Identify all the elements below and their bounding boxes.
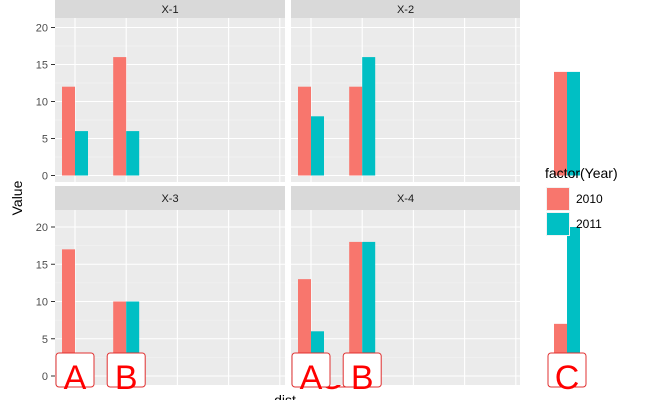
- panel-2: X-2: [291, 0, 580, 182]
- legend-label: 2010: [576, 192, 603, 206]
- bar-2011-C: [567, 227, 580, 376]
- bar-2011-C: [567, 71, 580, 176]
- category-label: A: [64, 359, 87, 397]
- category-label: A: [300, 359, 323, 397]
- legend: factor(Year) 2010 2011: [545, 165, 618, 236]
- bar-2010-B: [349, 86, 363, 176]
- y-tick-label: 10: [36, 297, 48, 309]
- category-label: C: [555, 359, 580, 397]
- strip-background: [55, 186, 285, 210]
- bar-2010-C: [554, 71, 567, 176]
- panel-background: [291, 18, 520, 182]
- strip-background: [291, 186, 520, 210]
- panel-background: [55, 18, 285, 182]
- y-tick-label: 20: [36, 222, 48, 234]
- y-axis-title: Value: [9, 180, 25, 215]
- strip-label: X-1: [161, 4, 178, 16]
- bar-2011-B: [126, 131, 140, 176]
- bar-2010-A: [298, 279, 311, 376]
- y-tick-label: 10: [36, 97, 48, 109]
- legend-title: factor(Year): [545, 165, 618, 181]
- y-tick-label: 5: [42, 334, 48, 346]
- bar-2010-B: [113, 57, 127, 176]
- bar-2010-A: [298, 86, 311, 176]
- category-label-box: [55, 352, 95, 388]
- legend-swatch-2010: [547, 188, 569, 210]
- y-tick-label: 20: [36, 23, 48, 35]
- category-label: B: [351, 359, 374, 397]
- bar-2011-B: [362, 57, 376, 176]
- legend-label: 2011: [576, 217, 602, 231]
- bar-2010-A: [62, 86, 75, 176]
- bar-2011-A: [311, 116, 324, 176]
- panel-4: X-4 A B C: [291, 186, 587, 397]
- strip-label: X-2: [397, 4, 414, 16]
- legend-swatch-2011: [547, 213, 569, 235]
- y-tick-label: 0: [42, 171, 48, 183]
- category-label-box: [291, 352, 331, 388]
- strip-background: [291, 0, 520, 18]
- category-label-box: [106, 352, 146, 388]
- strip-label: X-4: [397, 193, 414, 205]
- strip-label: X-3: [161, 193, 178, 205]
- y-tick-label: 0: [42, 371, 48, 383]
- y-tick-label: 5: [42, 134, 48, 146]
- x-axis-title: dist: [274, 392, 296, 400]
- bar-2011-A: [75, 131, 88, 176]
- y-tick-label: 15: [36, 259, 48, 271]
- category-label: B: [115, 359, 138, 397]
- bar-2010-B: [349, 241, 363, 376]
- bar-2011-B: [362, 241, 376, 376]
- category-label-box: [342, 352, 382, 388]
- bar-2010-A: [62, 249, 75, 376]
- panel-3: X-305101520ABC: [36, 186, 351, 397]
- strip-background: [55, 0, 285, 18]
- y-tick-label: 15: [36, 60, 48, 72]
- category-label-box: [547, 352, 587, 388]
